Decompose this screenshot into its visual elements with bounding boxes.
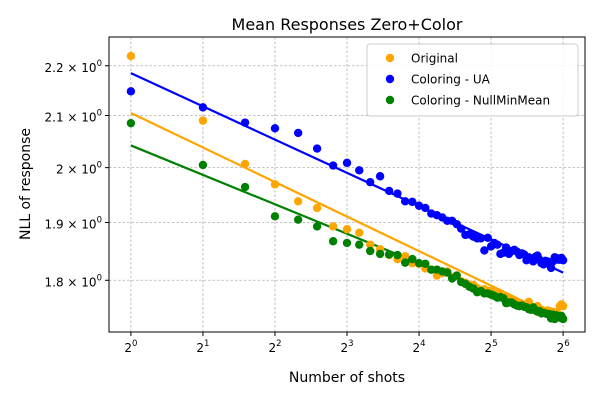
point-coloring-nullminmean <box>328 237 338 246</box>
point-coloring-nullminmean <box>443 268 452 277</box>
y-tick-label: 1.9 × 100 <box>45 215 102 231</box>
legend-label-coloring-nullminmean: Coloring - NullMinMean <box>411 94 550 108</box>
point-original <box>312 203 322 213</box>
legend-marker-coloring-ua <box>385 74 395 84</box>
x-ticks: 20 21 22 23 24 25 26 <box>124 332 570 355</box>
x-tick-label: 20 <box>124 339 137 355</box>
point-coloring-ua <box>375 172 385 181</box>
y-axis-label: NLL of response <box>18 128 34 240</box>
legend-label-coloring-ua: Coloring - UA <box>411 73 491 87</box>
point-coloring-nullminmean <box>414 259 424 268</box>
fit-line-original <box>130 111 564 322</box>
point-coloring-ua <box>408 197 417 207</box>
point-coloring-nullminmean <box>400 258 410 267</box>
legend-marker-coloring-nullminmean <box>385 95 395 105</box>
point-original <box>270 180 280 189</box>
point-coloring-ua <box>270 124 280 133</box>
y-tick-label: 2.1 × 100 <box>45 108 102 124</box>
point-original <box>328 222 338 231</box>
point-coloring-nullminmean <box>384 250 394 259</box>
point-coloring-ua <box>355 166 364 175</box>
legend-label-original: Original <box>411 52 458 66</box>
point-coloring-nullminmean <box>270 212 280 221</box>
point-original <box>240 159 250 169</box>
point-coloring-ua <box>421 203 430 213</box>
point-coloring-ua <box>365 177 375 187</box>
point-coloring-ua <box>240 118 250 127</box>
point-original <box>355 228 364 237</box>
point-coloring-nullminmean <box>312 222 322 231</box>
y-tick-label: 2.2 × 100 <box>45 59 102 75</box>
x-tick-label: 21 <box>196 339 209 355</box>
x-tick-label: 25 <box>485 339 498 355</box>
point-coloring-ua <box>293 128 303 138</box>
point-coloring-ua <box>328 161 338 170</box>
point-original <box>558 301 568 311</box>
point-coloring-nullminmean <box>558 314 568 324</box>
data-points <box>126 51 568 324</box>
point-original <box>126 51 136 61</box>
point-coloring-ua <box>480 246 489 255</box>
point-coloring-ua <box>400 197 410 206</box>
point-original <box>365 240 375 249</box>
point-coloring-ua <box>558 256 568 265</box>
point-coloring-nullminmean <box>293 215 303 224</box>
point-coloring-ua <box>456 224 466 233</box>
point-original <box>293 197 303 206</box>
point-coloring-nullminmean <box>126 118 136 128</box>
point-coloring-ua <box>493 240 502 249</box>
point-coloring-ua <box>342 158 352 168</box>
point-coloring-ua <box>393 189 402 198</box>
point-coloring-ua <box>476 234 486 243</box>
chart-title: Mean Responses Zero+Color <box>232 15 463 34</box>
point-coloring-ua <box>414 201 424 210</box>
point-coloring-ua <box>384 186 394 196</box>
point-coloring-nullminmean <box>198 160 208 170</box>
y-ticks: 1.8 × 100 1.9 × 100 2 × 100 2.1 × 100 2.2 × … <box>45 59 109 289</box>
point-coloring-nullminmean <box>421 259 430 268</box>
legend: Original Coloring - UA Coloring - NullMinM… <box>366 43 579 117</box>
point-original <box>400 252 410 261</box>
legend-marker-original <box>385 53 395 63</box>
point-coloring-nullminmean <box>355 240 364 249</box>
y-tick-label: 2 × 100 <box>56 161 102 177</box>
x-tick-label: 26 <box>557 339 570 355</box>
point-coloring-nullminmean <box>393 250 402 260</box>
point-coloring-nullminmean <box>240 182 250 192</box>
point-original <box>342 225 352 234</box>
point-coloring-ua <box>546 263 556 273</box>
point-coloring-nullminmean <box>452 271 461 280</box>
x-axis-label: Number of shots <box>289 370 405 386</box>
point-coloring-nullminmean <box>342 238 352 248</box>
point-original <box>198 116 208 125</box>
point-coloring-ua <box>312 144 322 153</box>
point-coloring-ua <box>126 87 136 96</box>
point-coloring-ua <box>483 233 492 242</box>
x-tick-label: 22 <box>268 339 281 355</box>
point-coloring-nullminmean <box>375 249 385 259</box>
point-coloring-nullminmean <box>408 254 417 264</box>
x-tick-label: 23 <box>340 339 353 355</box>
point-coloring-ua <box>198 103 208 112</box>
y-tick-label: 1.8 × 100 <box>45 273 102 289</box>
legend-box <box>366 43 579 117</box>
x-tick-label: 24 <box>413 339 426 355</box>
point-coloring-nullminmean <box>365 246 375 256</box>
